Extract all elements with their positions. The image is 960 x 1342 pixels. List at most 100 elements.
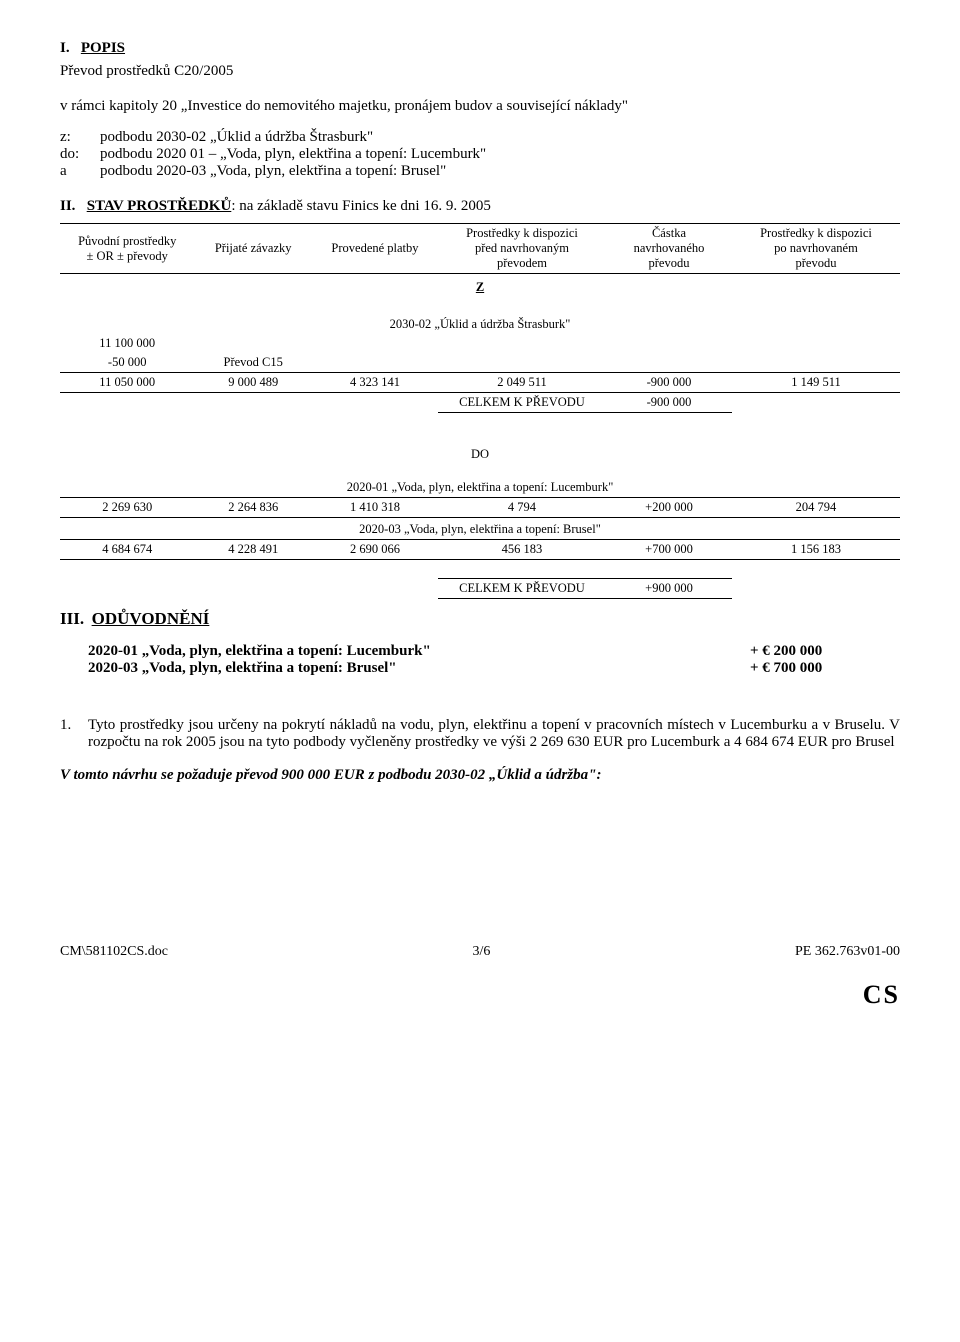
block1-title: 2030-02 „Úklid a údržba Štrasburk" — [60, 315, 900, 334]
def-row: a podbodu 2020-03 „Voda, plyn, elektřina… — [60, 163, 900, 180]
alloc-amount: + € 200 000 — [750, 643, 900, 660]
cell: 9 000 489 — [194, 373, 312, 393]
th: Provedené platby — [312, 224, 438, 274]
block2a-title: 2020-01 „Voda, plyn, elektřina a topení:… — [60, 478, 900, 498]
cell — [60, 579, 194, 599]
cell: 2 264 836 — [194, 498, 312, 518]
cell: 1 149 511 — [732, 373, 900, 393]
section2-heading: II. STAV PROSTŘEDKŮ: na základě stavu Fi… — [60, 198, 900, 215]
cell — [194, 393, 312, 413]
cell — [606, 334, 732, 353]
cell: 1 410 318 — [312, 498, 438, 518]
block2b-title: 2020-03 „Voda, plyn, elektřina a topení:… — [60, 518, 900, 540]
funds-table: Původní prostředky ± OR ± převody Přijat… — [60, 223, 900, 599]
table-row: 11 100 000 — [60, 334, 900, 353]
cell — [312, 579, 438, 599]
z-label: Z — [60, 274, 900, 298]
table-row: -50 000 Převod C15 — [60, 353, 900, 373]
section1-heading: I. POPIS — [60, 40, 900, 57]
do-row: DO — [60, 445, 900, 464]
cell: CELKEM K PŘEVODU — [438, 579, 606, 599]
cell: 4 684 674 — [60, 540, 194, 560]
cell: -900 000 — [606, 373, 732, 393]
cell: 4 323 141 — [312, 373, 438, 393]
alloc-amount: + € 700 000 — [750, 660, 900, 677]
cell: -900 000 — [606, 393, 732, 413]
table-row: 4 684 674 4 228 491 2 690 066 456 183 +7… — [60, 540, 900, 560]
def-val: podbodu 2030-02 „Úklid a údržba Štrasbur… — [100, 129, 900, 146]
alloc-label: 2020-01 „Voda, plyn, elektřina a topení:… — [88, 643, 750, 660]
footer-right: PE 362.763v01-00 — [795, 944, 900, 960]
section2-title: STAV PROSTŘEDKŮ — [87, 198, 232, 214]
cell — [732, 334, 900, 353]
section3-title: ODŮVODNĚNÍ — [92, 609, 210, 628]
cell: 11 050 000 — [60, 373, 194, 393]
cell: 2 269 630 — [60, 498, 194, 518]
cell: 1 156 183 — [732, 540, 900, 560]
cell — [60, 393, 194, 413]
def-key: z: — [60, 129, 100, 146]
th: Částka navrhovaného převodu — [606, 224, 732, 274]
def-row: do: podbodu 2020 01 – „Voda, plyn, elekt… — [60, 146, 900, 163]
do-label: DO — [60, 445, 900, 464]
cell: 11 100 000 — [60, 334, 194, 353]
cell: 204 794 — [732, 498, 900, 518]
page-footer: CM\581102CS.doc 3/6 PE 362.763v01-00 — [60, 944, 900, 960]
section1-line1: Převod prostředků C20/2005 — [60, 63, 900, 80]
cell — [732, 579, 900, 599]
cell — [194, 334, 312, 353]
table-row: CELKEM K PŘEVODU -900 000 — [60, 393, 900, 413]
cell: 456 183 — [438, 540, 606, 560]
footer-left: CM\581102CS.doc — [60, 944, 168, 960]
th: Přijaté závazky — [194, 224, 312, 274]
final-line: V tomto návrhu se požaduje převod 900 00… — [60, 767, 900, 784]
th: Prostředky k dispozici před navrhovaným … — [438, 224, 606, 274]
def-key: do: — [60, 146, 100, 163]
section3-num: III. — [60, 609, 84, 628]
para-row: 1. Tyto prostředky jsou určeny na pokryt… — [60, 717, 900, 751]
block1-title-row: 2030-02 „Úklid a údržba Štrasburk" — [60, 315, 900, 334]
cell — [312, 393, 438, 413]
section1-line2: v rámci kapitoly 20 „Investice do nemovi… — [60, 98, 900, 115]
cell — [732, 353, 900, 373]
footer-mid: 3/6 — [473, 944, 491, 960]
cell: CELKEM K PŘEVODU — [438, 393, 606, 413]
section1-title: POPIS — [81, 40, 125, 56]
cell: -50 000 — [60, 353, 194, 373]
def-row: z: podbodu 2030-02 „Úklid a údržba Štras… — [60, 129, 900, 146]
cell: +900 000 — [606, 579, 732, 599]
cell: +200 000 — [606, 498, 732, 518]
table-header-row: Původní prostředky ± OR ± převody Přijat… — [60, 224, 900, 274]
th: Původní prostředky ± OR ± převody — [60, 224, 194, 274]
def-val: podbodu 2020 01 – „Voda, plyn, elektřina… — [100, 146, 900, 163]
section2-rest: : na základě stavu Finics ke dni 16. 9. … — [231, 198, 491, 214]
table-row: 2 269 630 2 264 836 1 410 318 4 794 +200… — [60, 498, 900, 518]
cell: +700 000 — [606, 540, 732, 560]
section3-heading: III. ODŮVODNĚNÍ — [60, 609, 900, 629]
alloc-row: 2020-03 „Voda, plyn, elektřina a topení:… — [88, 660, 900, 677]
cell — [312, 334, 438, 353]
alloc-label: 2020-03 „Voda, plyn, elektřina a topení:… — [88, 660, 750, 677]
section2-num: II. — [60, 198, 75, 214]
cell — [732, 393, 900, 413]
def-key: a — [60, 163, 100, 180]
cell — [194, 579, 312, 599]
cell — [606, 353, 732, 373]
cell: 4 794 — [438, 498, 606, 518]
cell: Převod C15 — [194, 353, 312, 373]
alloc-row: 2020-01 „Voda, plyn, elektřina a topení:… — [88, 643, 900, 660]
section1-num: I. — [60, 40, 70, 56]
table-row: 11 050 000 9 000 489 4 323 141 2 049 511… — [60, 373, 900, 393]
footer-cs: CS — [60, 980, 900, 1010]
z-row: Z — [60, 274, 900, 298]
def-val: podbodu 2020-03 „Voda, plyn, elektřina a… — [100, 163, 900, 180]
para-text: Tyto prostředky jsou určeny na pokrytí n… — [88, 717, 900, 751]
grand-row: CELKEM K PŘEVODU +900 000 — [60, 579, 900, 599]
cell — [438, 353, 606, 373]
block2b-title-row: 2020-03 „Voda, plyn, elektřina a topení:… — [60, 518, 900, 540]
para-num: 1. — [60, 717, 88, 751]
cell: 2 049 511 — [438, 373, 606, 393]
cell: 4 228 491 — [194, 540, 312, 560]
th: Prostředky k dispozici po navrhovaném př… — [732, 224, 900, 274]
cell: 2 690 066 — [312, 540, 438, 560]
